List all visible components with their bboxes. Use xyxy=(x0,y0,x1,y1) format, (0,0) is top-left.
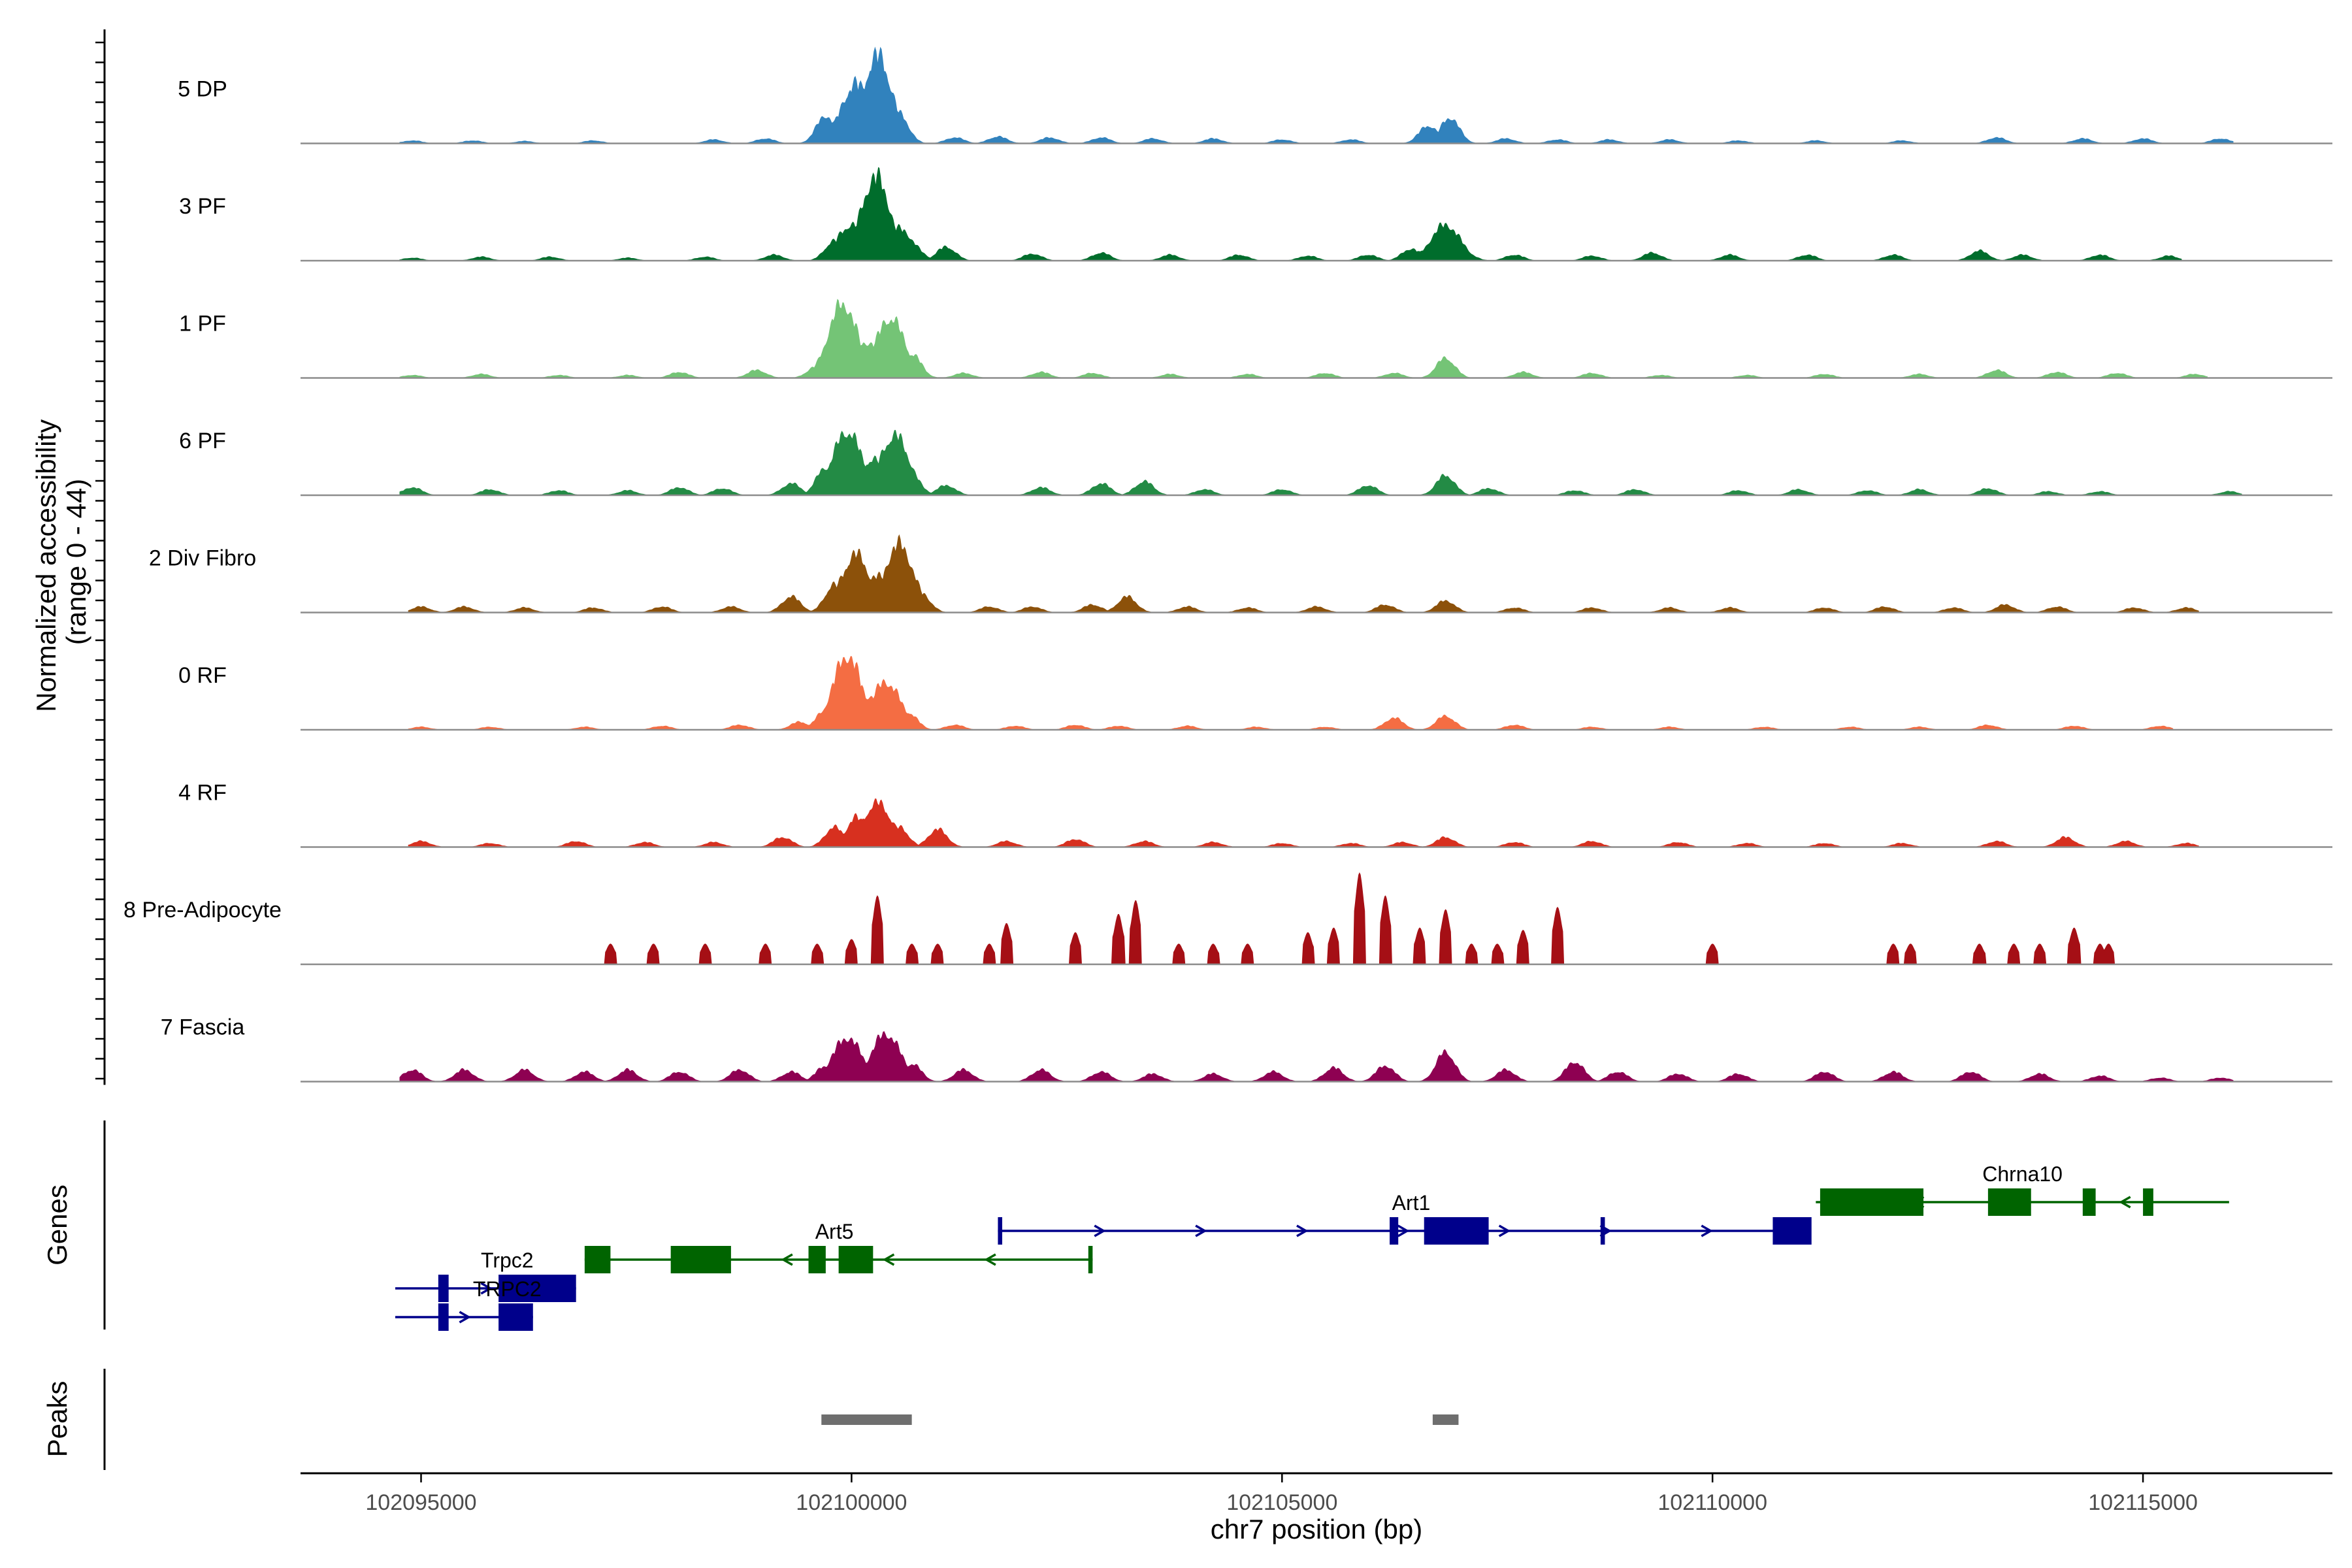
gene-exon xyxy=(1390,1217,1399,1245)
track-1-pf: 1 PF xyxy=(179,299,2332,379)
peaks-panel xyxy=(821,1414,1459,1425)
track-0-rf: 0 RF xyxy=(178,656,2332,731)
track-label: 3 PF xyxy=(179,194,226,219)
gene-exon xyxy=(2082,1188,2096,1216)
coverage-area xyxy=(399,167,2182,261)
track-label: 5 DP xyxy=(178,77,227,102)
track-label: 1 PF xyxy=(179,312,226,336)
x-tick-label: 102100000 xyxy=(796,1490,907,1515)
gene-chrna10 xyxy=(1816,1188,2229,1216)
gene-label: Art1 xyxy=(1392,1191,1431,1215)
coverage-area xyxy=(408,656,2174,730)
coverage-area xyxy=(399,299,2208,378)
gene-exon xyxy=(498,1275,576,1302)
track-6-pf: 6 PF xyxy=(179,429,2332,497)
gene-exon xyxy=(1820,1188,1924,1216)
strand-chevron xyxy=(1094,1224,1106,1237)
peak-region xyxy=(821,1414,912,1425)
x-axis-title: chr7 position (bp) xyxy=(1211,1514,1423,1544)
gene-exon xyxy=(1424,1217,1489,1245)
strand-chevron xyxy=(1195,1224,1207,1237)
gene-exon xyxy=(808,1246,826,1273)
gene-trpc2 xyxy=(395,1275,576,1302)
track-label: 2 Div Fibro xyxy=(149,546,256,571)
gene-exon xyxy=(998,1217,1003,1245)
track-label: 0 RF xyxy=(178,663,227,688)
y-axis-title-line2: (range 0 - 44) xyxy=(61,479,91,645)
axis-labels: Normalized accessibility (range 0 - 44) … xyxy=(31,412,1423,1544)
track-5-dp: 5 DP xyxy=(178,46,2332,144)
gene-label: TRPC2 xyxy=(473,1277,542,1301)
gene-exon xyxy=(1772,1217,1812,1245)
track-7-fascia: 7 Fascia xyxy=(161,1015,2332,1083)
gene-exon xyxy=(838,1246,874,1273)
strand-chevron xyxy=(882,1253,895,1266)
peaks-panel-label: Peaks xyxy=(42,1381,73,1458)
x-tick-label: 102115000 xyxy=(2088,1490,2198,1515)
coverage-tracks: 5 DP 3 PF 1 PF 6 PF 2 Div Fibro 0 RF 4 RF 8 Pre… xyxy=(123,46,2332,1083)
gene-annotation-panel: Trpc2 TRPC2 Art5 Art1 Chrna10 xyxy=(395,1162,2229,1331)
gene-exon xyxy=(1987,1188,2031,1216)
track-label: 8 Pre-Adipocyte xyxy=(123,898,282,923)
coverage-area xyxy=(597,872,2122,964)
coverage-area xyxy=(408,534,2199,613)
axes: 102095000 102100000 102105000 102110000 1021… xyxy=(95,29,2332,1515)
gene-exon xyxy=(670,1246,731,1273)
coverage-area xyxy=(408,798,2199,847)
coverage-area xyxy=(399,1031,2234,1082)
x-tick-label: 102105000 xyxy=(1226,1490,1337,1515)
strand-chevron xyxy=(984,1253,996,1266)
track-label: 6 PF xyxy=(179,429,226,453)
strand-chevron xyxy=(1701,1224,1713,1237)
strand-chevron xyxy=(1498,1224,1511,1237)
peak-region xyxy=(1432,1414,1459,1425)
strand-chevron xyxy=(781,1253,793,1266)
strand-chevron xyxy=(1397,1224,1410,1237)
coverage-area xyxy=(399,430,2242,495)
gene-trpc2 xyxy=(395,1303,533,1331)
track-label: 4 RF xyxy=(178,781,227,806)
gene-label: Chrna10 xyxy=(1982,1162,2063,1186)
track-8-pre-adipocyte: 8 Pre-Adipocyte xyxy=(123,872,2332,966)
gene-art5 xyxy=(584,1246,1093,1273)
x-tick-label: 102110000 xyxy=(1658,1490,1767,1515)
coverage-area xyxy=(399,46,2234,144)
gene-exon xyxy=(584,1246,611,1273)
strand-chevron xyxy=(2119,1196,2131,1209)
gene-exon xyxy=(438,1275,449,1302)
gene-exon xyxy=(1088,1246,1093,1273)
strand-chevron xyxy=(1296,1224,1309,1237)
gene-exon xyxy=(438,1303,449,1331)
y-axis-title: Normalized accessibility (range 0 - 44) xyxy=(31,412,91,712)
x-tick-label: 102095000 xyxy=(365,1490,476,1515)
track-2-div-fibro: 2 Div Fibro xyxy=(149,534,2332,613)
track-3-pf: 3 PF xyxy=(179,167,2332,262)
gene-label: Trpc2 xyxy=(481,1249,534,1272)
genes-panel-label: Genes xyxy=(42,1184,73,1266)
gene-art1 xyxy=(998,1217,1812,1245)
track-4-rf: 4 RF xyxy=(178,781,2332,848)
gene-exon xyxy=(498,1303,533,1331)
track-label: 7 Fascia xyxy=(161,1015,245,1040)
gene-exon xyxy=(2143,1188,2153,1216)
gene-exon xyxy=(1600,1217,1605,1245)
strand-chevron xyxy=(459,1311,471,1324)
strand-chevron xyxy=(480,1282,493,1295)
gene-label: Art5 xyxy=(815,1220,854,1243)
y-axis-title-line1: Normalized accessibility xyxy=(31,419,61,712)
